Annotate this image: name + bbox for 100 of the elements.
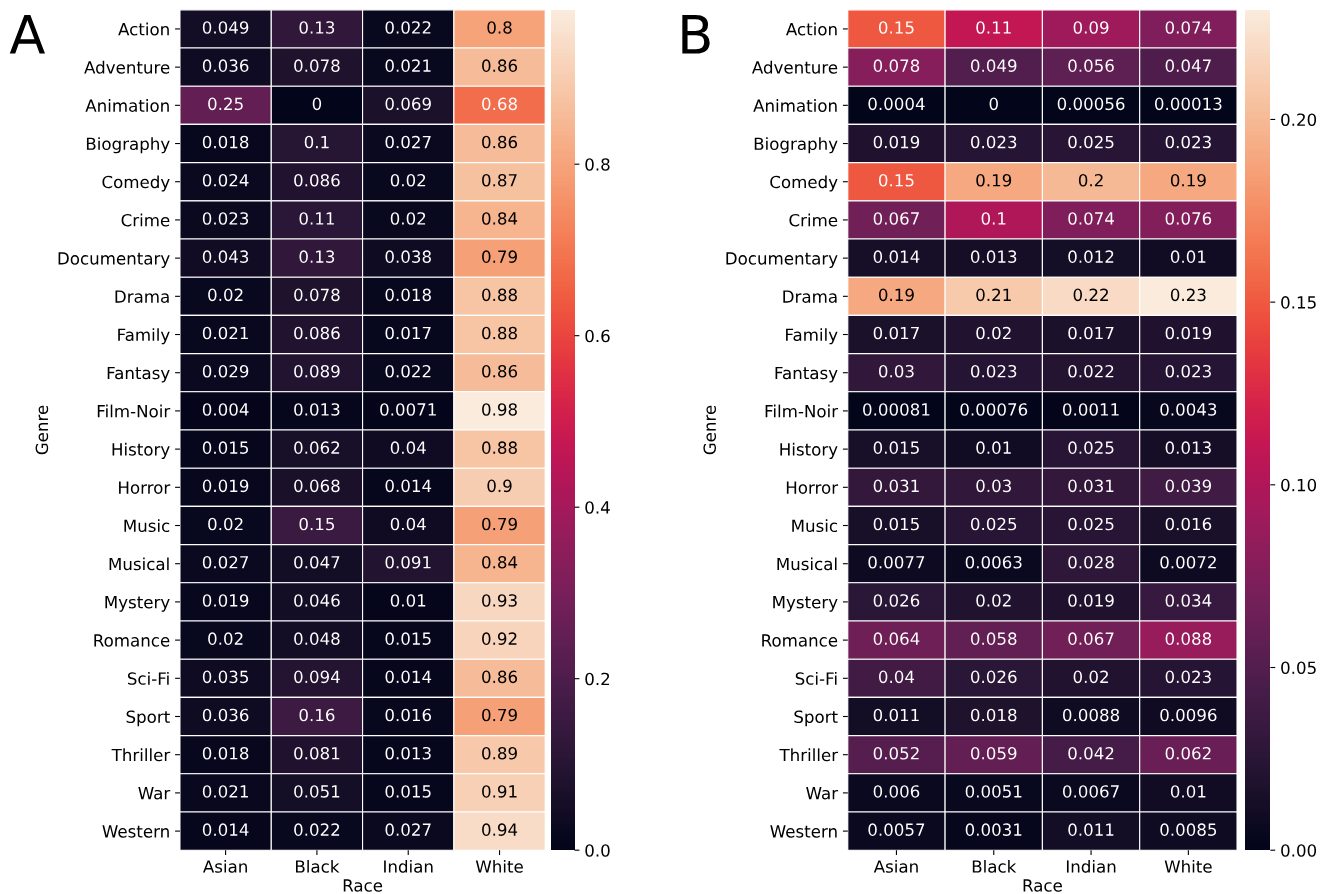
x-axis-title: Race [343, 879, 383, 892]
y-tick-label: Documentary [58, 252, 170, 268]
y-tick-label: History [780, 442, 838, 459]
data-label: 0.047 [1165, 59, 1211, 72]
data-label: 0.027 [202, 555, 249, 569]
data-label: 0.069 [385, 97, 431, 111]
color-bar-label: 0.2 [585, 672, 610, 686]
data-label: 0.0071 [380, 403, 436, 416]
data-label: 0.88 [482, 441, 517, 454]
data-label: 0.0011 [1063, 403, 1119, 416]
data-label: 0.89 [482, 746, 517, 760]
data-label: 0.094 [294, 670, 340, 684]
y-tick-label: Romance [762, 634, 838, 647]
data-label: 0.02 [976, 594, 1011, 607]
data-label: 0.015 [385, 785, 431, 798]
data-label: 0.0072 [1160, 555, 1216, 569]
y-tick-label: Biography [754, 137, 838, 154]
data-label: 0.012 [1068, 250, 1114, 263]
data-label: 0.051 [294, 785, 340, 798]
data-label: 0.01 [390, 594, 426, 607]
data-label: 0.088 [1165, 632, 1212, 645]
data-label: 0.049 [970, 59, 1017, 72]
data-label: 0.023 [970, 364, 1017, 378]
data-label: 0.034 [1165, 594, 1212, 607]
data-label: 0.79 [482, 517, 517, 531]
data-label: 0.02 [390, 212, 426, 225]
data-label: 0.016 [385, 708, 432, 722]
data-label: 0.00076 [960, 403, 1028, 416]
data-label: 0.062 [294, 441, 340, 454]
data-label: 0.023 [970, 135, 1017, 149]
y-tick-label: Drama [783, 290, 837, 303]
data-label: 0.076 [1165, 212, 1212, 225]
color-bar-label: 0.15 [1281, 296, 1316, 309]
y-tick-label: Thriller [779, 748, 839, 762]
data-label: 0.058 [970, 632, 1017, 645]
data-label: 0.036 [202, 59, 249, 72]
data-label: 0.014 [385, 479, 432, 493]
data-label: 0.16 [299, 708, 335, 722]
data-label: 0.029 [202, 364, 249, 378]
data-label: 0.049 [202, 21, 249, 34]
y-tick-label: Sci-Fi [795, 671, 837, 685]
data-label: 0.00013 [1155, 97, 1222, 111]
y-tick-label: Sport [126, 710, 170, 727]
data-label: 0.84 [482, 555, 518, 569]
data-label: 0 [312, 97, 322, 111]
data-label: 0.0031 [965, 823, 1022, 836]
y-tick-label: Biography [86, 137, 170, 154]
data-label: 0.013 [294, 403, 340, 416]
data-label: 0.02 [1073, 670, 1108, 684]
y-tick-label: Musical [777, 557, 837, 571]
data-label: 0.018 [970, 708, 1017, 722]
data-label: 0.68 [482, 97, 517, 111]
data-label: 0.074 [1165, 21, 1212, 34]
data-label: 0.0088 [1063, 708, 1120, 722]
data-label: 0.078 [294, 288, 340, 302]
x-tick-label: Indian [384, 859, 433, 873]
data-label: 0.79 [482, 250, 517, 263]
x-tick-label: White [1164, 859, 1212, 873]
data-label: 0.0004 [868, 97, 925, 111]
y-tick-label: Adventure [752, 60, 838, 74]
data-label: 0.86 [482, 364, 518, 378]
data-label: 0.078 [873, 59, 920, 72]
y-tick-label: Music [124, 519, 170, 533]
data-label: 0.02 [976, 326, 1011, 340]
data-label: 0.019 [1165, 326, 1212, 340]
data-label: 0.02 [208, 288, 243, 302]
y-tick-label: Mystery [105, 596, 170, 612]
data-label: 0.035 [202, 670, 249, 684]
color-bar-label: 0.8 [585, 158, 610, 171]
data-label: 0.0043 [1160, 403, 1217, 416]
data-label: 0.0085 [1160, 823, 1217, 836]
color-bar-label: 0.05 [1281, 661, 1316, 675]
color-bar-label: 0.4 [585, 501, 610, 514]
x-tick-label: Black [296, 859, 340, 873]
y-tick-label: Fantasy [775, 366, 838, 383]
y-tick-label: Mystery [773, 596, 838, 612]
data-label: 0.081 [294, 746, 340, 760]
data-label: 0.018 [202, 746, 249, 760]
data-label: 0.11 [976, 21, 1011, 34]
color-bar-label: 0.0 [585, 844, 610, 857]
data-label: 0.88 [482, 326, 517, 340]
data-label: 0.056 [1068, 59, 1114, 72]
data-label: 0.03 [976, 479, 1011, 493]
data-label: 0.017 [1068, 326, 1114, 340]
y-tick-label: Thriller [111, 748, 171, 762]
data-label: 0.15 [299, 517, 335, 531]
x-tick-label: Asian [873, 859, 918, 873]
data-label: 0.006 [873, 785, 920, 798]
x-tick-label: White [475, 859, 523, 873]
data-label: 0.09 [1073, 21, 1109, 34]
y-tick-label: Adventure [84, 60, 170, 74]
data-label: 0.016 [1165, 517, 1212, 531]
data-label: 0.068 [294, 479, 340, 493]
data-label: 0.015 [873, 441, 919, 454]
data-label: 0.014 [385, 670, 432, 684]
data-label: 0.0067 [1063, 785, 1119, 798]
data-label: 0.22 [1073, 288, 1108, 302]
data-label: 0.042 [1068, 746, 1114, 760]
data-label: 0.025 [1068, 135, 1114, 149]
x-tick-label: Black [972, 859, 1017, 873]
